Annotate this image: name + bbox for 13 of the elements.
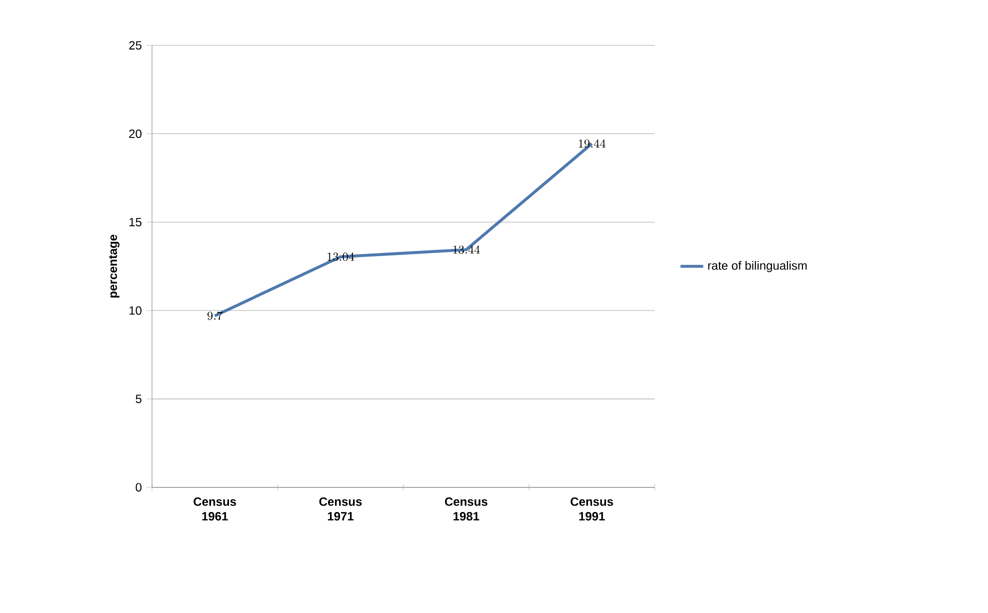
x-tick-label: Census 1961 — [194, 497, 236, 520]
y-tick-label: 5 — [136, 394, 142, 403]
data-label: 19.44 — [578, 139, 606, 148]
y-tick-label: 25 — [129, 40, 142, 50]
x-tick-label: Census 1981 — [444, 497, 488, 520]
y-tick-label: 15 — [130, 218, 142, 226]
y-tick-label: 0 — [136, 482, 142, 492]
x-tick-label: Census 1991 — [570, 497, 614, 520]
y-tick-label: 20 — [129, 129, 142, 138]
y-tick-label: 10 — [130, 306, 142, 315]
y-axis-title: percentage — [109, 234, 120, 298]
x-tick-label: Census 1971 — [319, 497, 362, 520]
legend-label: rate of bilingualism — [708, 260, 807, 272]
